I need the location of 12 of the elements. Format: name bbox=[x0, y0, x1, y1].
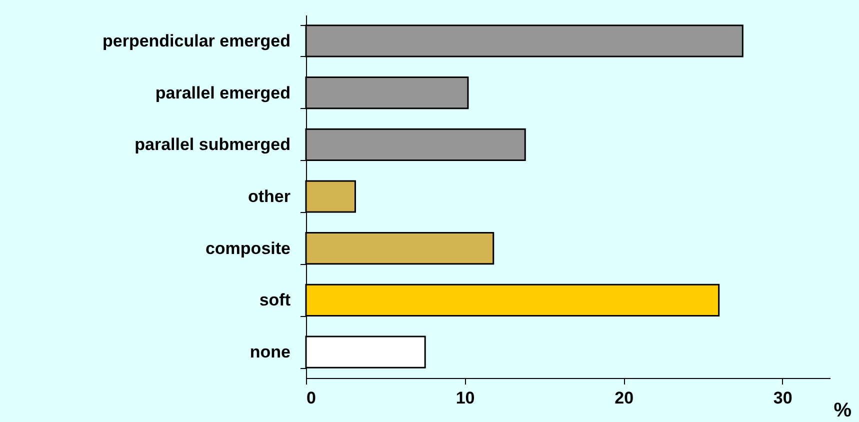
x-tick-label: 0 bbox=[306, 388, 316, 408]
y-tick-label: none bbox=[250, 342, 290, 362]
y-tick-label: perpendicular emerged bbox=[102, 31, 290, 50]
y-tick-label: parallel emerged bbox=[155, 83, 290, 102]
y-tick-label: other bbox=[248, 187, 291, 206]
x-tick-label: 30 bbox=[773, 388, 792, 408]
y-tick-label: soft bbox=[259, 290, 291, 310]
y-tick-label: composite bbox=[205, 238, 290, 258]
x-tick-label: 20 bbox=[614, 388, 634, 408]
x-axis-title: % bbox=[834, 400, 852, 422]
y-tick-label: parallel submerged bbox=[134, 135, 290, 154]
x-tick-label: 10 bbox=[456, 388, 475, 408]
